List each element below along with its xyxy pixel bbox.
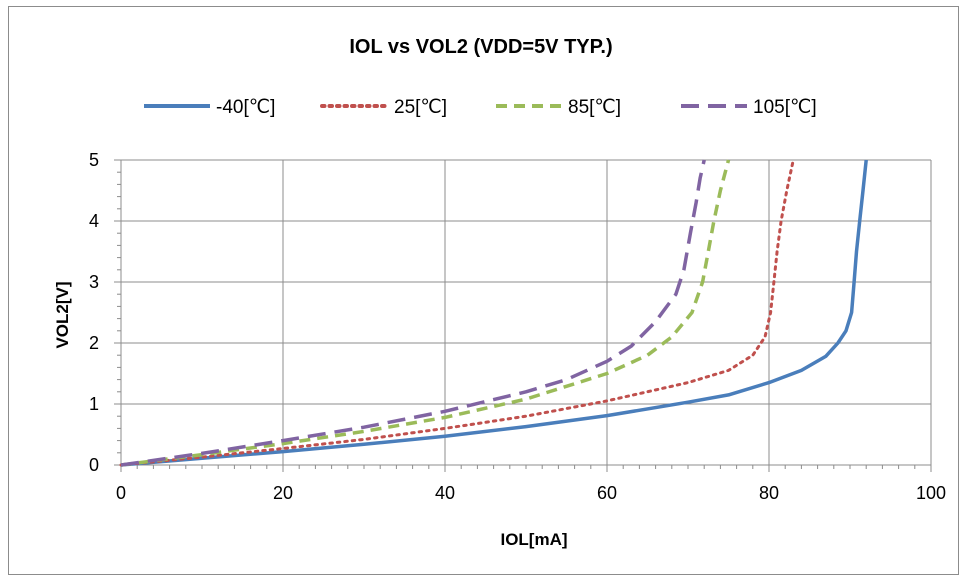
gridlines — [121, 159, 932, 465]
x-tick-label: 80 — [759, 483, 779, 503]
x-tick-label: 60 — [597, 483, 617, 503]
legend-label-1: -40[℃] — [216, 97, 275, 118]
chart-title: IOL vs VOL2 (VDD=5V TYP.) — [349, 36, 612, 58]
series-line-2 — [119, 158, 795, 467]
y-tick-label: 5 — [89, 150, 99, 170]
y-tick-label: 0 — [89, 455, 99, 475]
legend: -40[℃] 25[℃] 85[℃] 105[℃] — [144, 97, 817, 118]
legend-label-4: 105[℃] — [753, 97, 817, 118]
series-layer — [119, 158, 868, 467]
legend-label-2: 25[℃] — [394, 97, 447, 118]
y-tick-label: 2 — [89, 333, 99, 353]
tick-labels: 0 20 40 60 80 100 0 1 2 3 4 5 — [89, 150, 946, 503]
series-line-3 — [120, 159, 731, 467]
y-tick-label: 1 — [89, 394, 99, 414]
x-axis-title: IOL[mA] — [500, 530, 567, 549]
series-line-1 — [120, 159, 868, 467]
series-line-4 — [120, 159, 706, 467]
x-tick-label: 100 — [916, 483, 946, 503]
axes — [114, 159, 932, 472]
x-tick-label: 0 — [116, 483, 126, 503]
chart-frame: IOL vs VOL2 (VDD=5V TYP.) -40[℃] 25[℃] 85[… — [8, 6, 959, 575]
y-tick-label: 4 — [89, 211, 99, 231]
legend-label-3: 85[℃] — [568, 97, 621, 118]
iol-vol2-chart: IOL vs VOL2 (VDD=5V TYP.) -40[℃] 25[℃] 85[… — [53, 36, 946, 549]
y-axis-title: VOL2[V] — [53, 281, 72, 348]
x-tick-label: 20 — [273, 483, 293, 503]
x-tick-label: 40 — [435, 483, 455, 503]
y-tick-label: 3 — [89, 272, 99, 292]
